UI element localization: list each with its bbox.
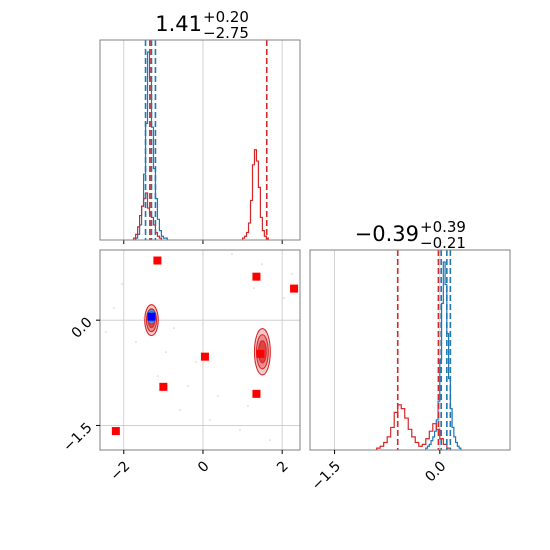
- param1-title-value: 1.41: [155, 12, 202, 36]
- sample-dot: [113, 307, 115, 309]
- sample-dot: [217, 395, 219, 397]
- param2-hist-blue: [425, 261, 462, 451]
- 2d-panel-frame: [99, 249, 301, 451]
- 2d-xtick-label: −2: [107, 458, 133, 484]
- sample-dot: [209, 419, 211, 421]
- param1-histogram-frame: [99, 39, 301, 241]
- sample-dot: [231, 253, 233, 255]
- param1-title-minus: −2.75: [203, 24, 249, 42]
- param2-title-value: −0.39: [355, 222, 419, 246]
- sample-dot: [165, 351, 167, 353]
- sample-dot: [195, 361, 197, 363]
- red-marker: [252, 272, 261, 281]
- param2-title-minus: −0.21: [420, 234, 466, 252]
- sample-dot: [283, 297, 285, 299]
- red-marker: [200, 352, 209, 361]
- red-marker: [159, 382, 168, 391]
- sample-dot: [291, 273, 293, 275]
- sample-dot: [157, 375, 159, 377]
- 2d-ytick-label: −1.5: [60, 420, 95, 455]
- param1-title-plus: +0.20: [203, 8, 249, 26]
- param1-histogram-panel: [123, 40, 283, 244]
- param2-hist-red-0: [376, 404, 451, 451]
- corner-panels: −1.5 0.0 −2 0 2 0.0 −1.5: [60, 39, 511, 494]
- blue-marker: [147, 312, 156, 321]
- sample-dot: [135, 341, 137, 343]
- red-marker: [290, 284, 299, 293]
- red-marker: [153, 256, 162, 265]
- sample-dot: [261, 263, 263, 265]
- param1-title: 1.41 +0.20 −2.75: [155, 8, 249, 42]
- red-marker: [252, 389, 261, 398]
- sample-dot: [121, 283, 123, 285]
- 2d-xtick-label: 0: [195, 458, 213, 476]
- sample-dot: [173, 327, 175, 329]
- param2-histogram-frame: [309, 249, 511, 451]
- sample-dot: [269, 439, 271, 441]
- sample-dot: [187, 385, 189, 387]
- sample-dot: [143, 317, 145, 319]
- sample-dot: [253, 287, 255, 289]
- param1-hist-red-0: [133, 192, 162, 241]
- param2-xtick-label: 0.0: [422, 458, 449, 485]
- param2-xtick-label: −1.5: [309, 458, 344, 493]
- sample-dot: [179, 409, 181, 411]
- param2-title-plus: +0.39: [420, 218, 466, 236]
- red-marker: [111, 427, 120, 436]
- sample-dot: [247, 405, 249, 407]
- red-marker: [256, 349, 265, 358]
- param2-title: −0.39 +0.39 −0.21: [355, 218, 466, 252]
- 2d-xtick-label: 2: [274, 458, 292, 476]
- 2d-ytick-label: 0.0: [69, 315, 96, 342]
- sample-dot: [239, 429, 241, 431]
- sample-dot: [105, 331, 107, 333]
- param1-hist-red-1: [241, 149, 269, 241]
